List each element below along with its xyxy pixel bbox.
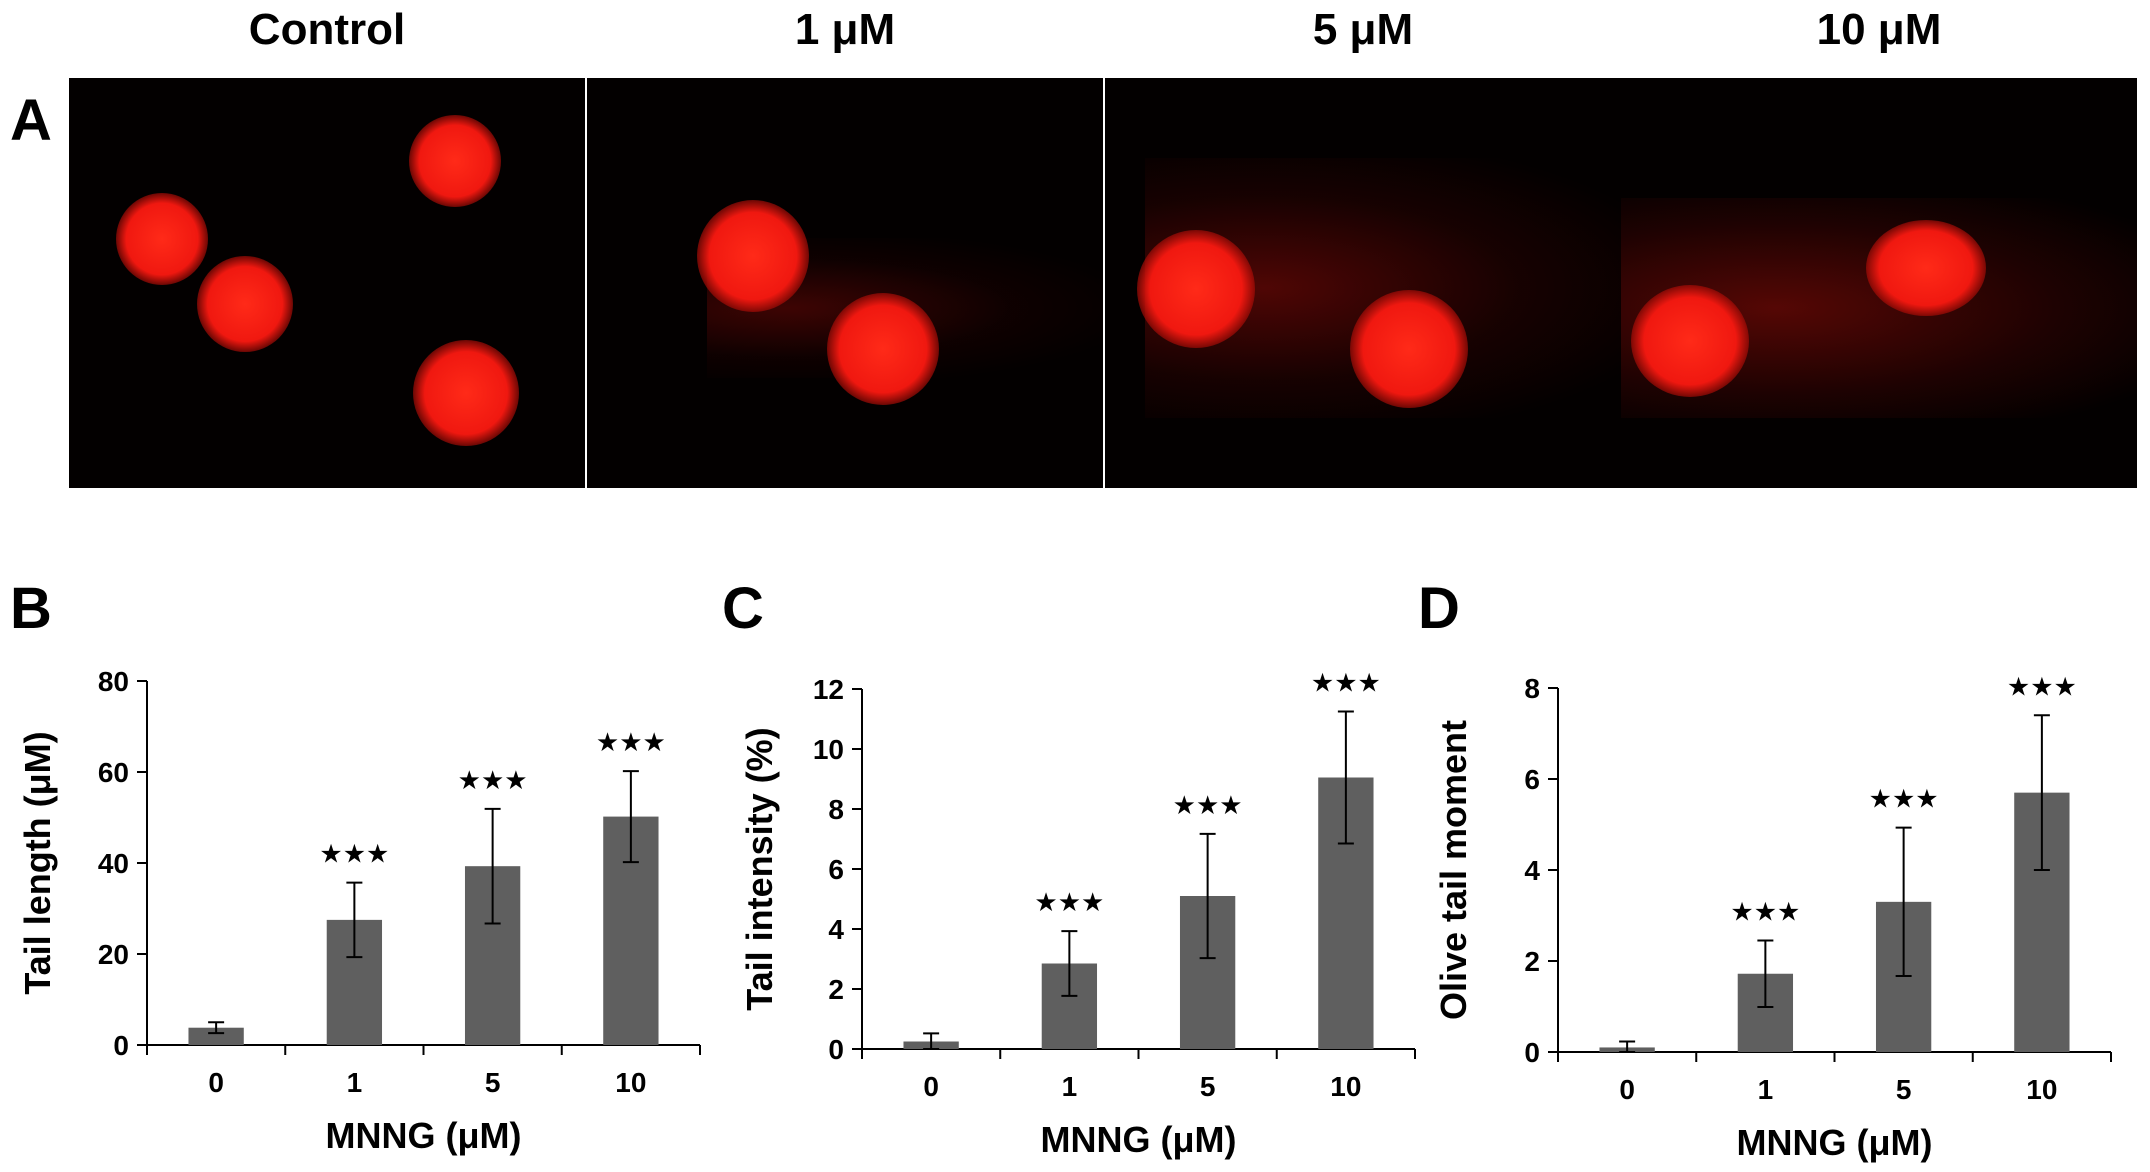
- image-title-control: Control: [248, 5, 406, 54]
- y-tick-label: 80: [98, 666, 129, 697]
- comet-cell: [1137, 230, 1255, 348]
- x-tick-label: 5: [1200, 1071, 1216, 1102]
- significance-stars: ★★★: [596, 727, 666, 757]
- comet-cell: [1866, 220, 1986, 316]
- panel-label-a: A: [10, 88, 52, 153]
- y-tick-label: 2: [1524, 946, 1540, 977]
- y-tick-label: 60: [98, 757, 129, 788]
- comet-cell: [1350, 290, 1468, 408]
- y-axis-label: Tail length (μM): [17, 731, 58, 994]
- y-tick-label: 2: [828, 974, 844, 1005]
- significance-stars: ★★★: [1869, 784, 1939, 814]
- x-tick-label: 5: [1896, 1074, 1912, 1105]
- significance-stars: ★★★: [319, 839, 389, 869]
- y-tick-label: 4: [1524, 855, 1540, 886]
- x-axis-label: MNNG (μM): [1041, 1119, 1237, 1160]
- image-title-5uM: 5 μM: [1312, 5, 1414, 54]
- y-tick-label: 6: [828, 854, 844, 885]
- comet-cell: [116, 193, 208, 285]
- micrograph-control: [69, 78, 585, 488]
- significance-stars: ★★★: [1311, 668, 1381, 698]
- y-axis-label: Olive tail moment: [1433, 720, 1474, 1020]
- x-tick-label: 10: [615, 1067, 646, 1098]
- panel-label-b: B: [10, 576, 52, 641]
- comet-cell: [409, 115, 501, 207]
- y-tick-label: 4: [828, 914, 844, 945]
- comet-cell: [697, 200, 809, 312]
- significance-stars: ★★★: [1034, 887, 1104, 917]
- y-tick-label: 40: [98, 848, 129, 879]
- micrograph-1uM: [587, 78, 1103, 488]
- significance-stars: ★★★: [2007, 671, 2077, 701]
- x-tick-label: 1: [1758, 1074, 1774, 1105]
- panel-label-d: D: [1418, 576, 1460, 641]
- y-tick-label: 6: [1524, 764, 1540, 795]
- significance-stars: ★★★: [1730, 897, 1800, 927]
- panel-label-c: C: [722, 576, 764, 641]
- y-tick-label: 20: [98, 939, 129, 970]
- y-tick-label: 12: [813, 674, 844, 705]
- x-tick-label: 1: [1062, 1071, 1078, 1102]
- image-title-10uM: 10 μM: [1816, 5, 1942, 54]
- image-title-1uM: 1 μM: [794, 5, 896, 54]
- x-tick-label: 5: [485, 1067, 501, 1098]
- x-axis-label: MNNG (μM): [1737, 1122, 1933, 1163]
- x-tick-label: 10: [1330, 1071, 1361, 1102]
- micrograph-5uM: [1105, 78, 1621, 488]
- x-tick-label: 0: [208, 1067, 224, 1098]
- x-tick-label: 10: [2026, 1074, 2057, 1105]
- y-axis-label: Tail intensity (%): [739, 727, 780, 1010]
- y-tick-label: 0: [1524, 1037, 1540, 1068]
- comet-cell: [413, 340, 519, 446]
- y-tick-label: 8: [828, 794, 844, 825]
- y-tick-label: 10: [813, 734, 844, 765]
- significance-stars: ★★★: [1173, 790, 1243, 820]
- y-tick-label: 0: [828, 1034, 844, 1065]
- micrograph-10uM: [1621, 78, 2137, 488]
- x-axis-label: MNNG (μM): [326, 1115, 522, 1156]
- x-tick-label: 0: [923, 1071, 939, 1102]
- x-tick-label: 0: [1619, 1074, 1635, 1105]
- bar-0: [188, 1027, 244, 1045]
- comet-cell: [197, 256, 293, 352]
- x-tick-label: 1: [347, 1067, 363, 1098]
- y-tick-label: 8: [1524, 673, 1540, 704]
- y-tick-label: 0: [113, 1030, 129, 1061]
- comet-cell: [827, 293, 939, 405]
- comet-cell: [1631, 285, 1749, 397]
- significance-stars: ★★★: [458, 765, 528, 795]
